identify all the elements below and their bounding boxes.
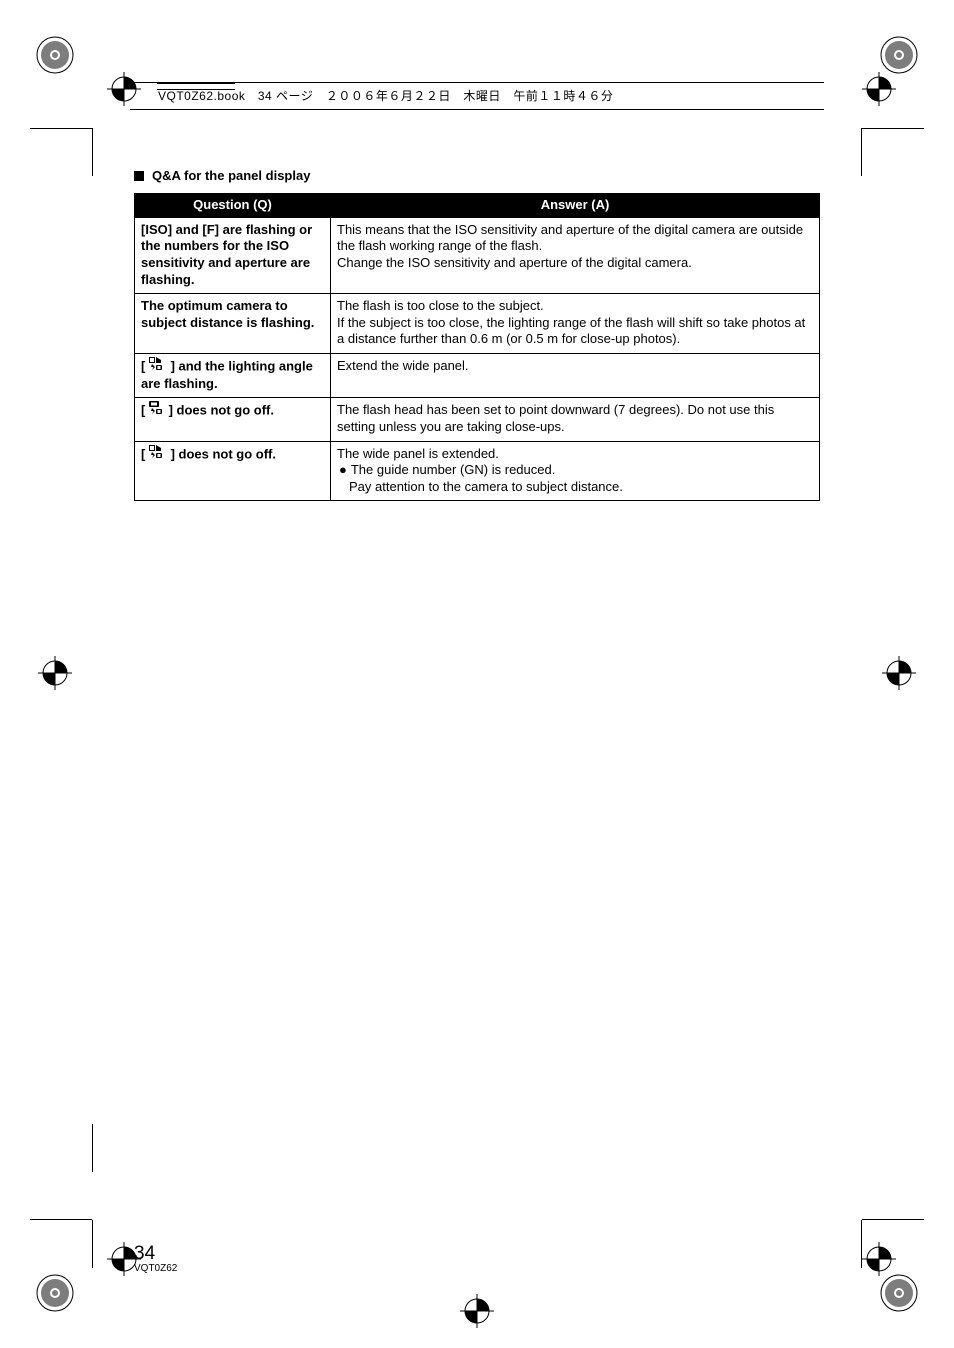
crop-line [92, 1220, 93, 1268]
table-row: [ ] does not go off. The flash head has … [135, 398, 820, 441]
q-prefix: [ [141, 403, 149, 418]
header-text: VQT0Z62.book 34 ページ ２００６年６月２２日 木曜日 午前１１時… [158, 87, 613, 104]
table-row: [ISO] and [F] are flashing or the number… [135, 217, 820, 294]
answer-line: Extend the wide panel. [337, 358, 813, 375]
col-header-question: Question (Q) [135, 194, 331, 218]
footer-code: VQT0Z62 [134, 1263, 177, 1274]
section-title: Q&A for the panel display [134, 168, 820, 183]
close-up-flash-icon [149, 401, 165, 419]
page-footer: 34 VQT0Z62 [134, 1244, 177, 1274]
crosshair-top-right [862, 72, 896, 106]
crop-line [861, 1220, 862, 1268]
answer-cell: The flash head has been set to point dow… [331, 398, 820, 441]
question-cell: [ ] does not go off. [135, 398, 331, 441]
regmark-tl [36, 36, 74, 74]
q-prefix: [ [141, 446, 149, 461]
crop-line [92, 128, 93, 176]
answer-bullet-text: The guide number (GN) is reduced. [351, 462, 555, 477]
question-cell: [ISO] and [F] are flashing or the number… [135, 217, 331, 294]
answer-cell: The wide panel is extended. ● The guide n… [331, 441, 820, 501]
table-row: The optimum camera to subject distance i… [135, 294, 820, 354]
square-bullet-icon [134, 171, 144, 181]
qa-table: Question (Q) Answer (A) [ISO] and [F] ar… [134, 193, 820, 501]
crop-line [30, 1219, 92, 1220]
crop-line [30, 128, 92, 129]
crosshair-mid-right [882, 656, 916, 690]
q-suffix: ] does not go off. [167, 446, 276, 461]
answer-cell: This means that the ISO sensitivity and … [331, 217, 820, 294]
answer-bullet: ● The guide number (GN) is reduced. [337, 462, 813, 479]
crop-line [861, 128, 862, 176]
answer-line: The flash head has been set to point dow… [337, 402, 813, 435]
table-header-row: Question (Q) Answer (A) [135, 194, 820, 218]
page-content: Q&A for the panel display Question (Q) A… [134, 168, 820, 501]
answer-cell: Extend the wide panel. [331, 354, 820, 398]
wide-panel-flash-icon [149, 357, 167, 375]
answer-bullet-sub: Pay attention to the camera to subject d… [337, 479, 813, 496]
table-row: [ ] and the lighting angle are flashing.… [135, 354, 820, 398]
regmark-bl [36, 1274, 74, 1312]
page-number: 34 [134, 1244, 177, 1263]
answer-cell: The flash is too close to the subject. I… [331, 294, 820, 354]
regmark-br [880, 1274, 918, 1312]
crosshair-mid-left [38, 656, 72, 690]
question-cell: [ ] does not go off. [135, 441, 331, 501]
section-title-text: Q&A for the panel display [152, 168, 310, 183]
bullet-dot-icon: ● [339, 462, 347, 477]
question-cell: The optimum camera to subject distance i… [135, 294, 331, 354]
question-cell: [ ] and the lighting angle are flashing. [135, 354, 331, 398]
q-prefix: [ [141, 358, 149, 373]
answer-line: Change the ISO sensitivity and aperture … [337, 255, 813, 272]
answer-line: This means that the ISO sensitivity and … [337, 222, 813, 255]
q-suffix: ] does not go off. [165, 403, 274, 418]
answer-line: If the subject is too close, the lightin… [337, 315, 813, 348]
crop-line [92, 1124, 93, 1172]
answer-line: The flash is too close to the subject. [337, 298, 813, 315]
answer-line: The wide panel is extended. [337, 446, 813, 463]
col-header-answer: Answer (A) [331, 194, 820, 218]
crop-line [862, 1219, 924, 1220]
regmark-tr [880, 36, 918, 74]
table-row: [ ] does not go off. The wide panel is e… [135, 441, 820, 501]
crop-line [862, 128, 924, 129]
crosshair-bot-center [460, 1294, 494, 1328]
wide-panel-flash-icon [149, 445, 167, 463]
crosshair-bot-right [862, 1242, 896, 1276]
